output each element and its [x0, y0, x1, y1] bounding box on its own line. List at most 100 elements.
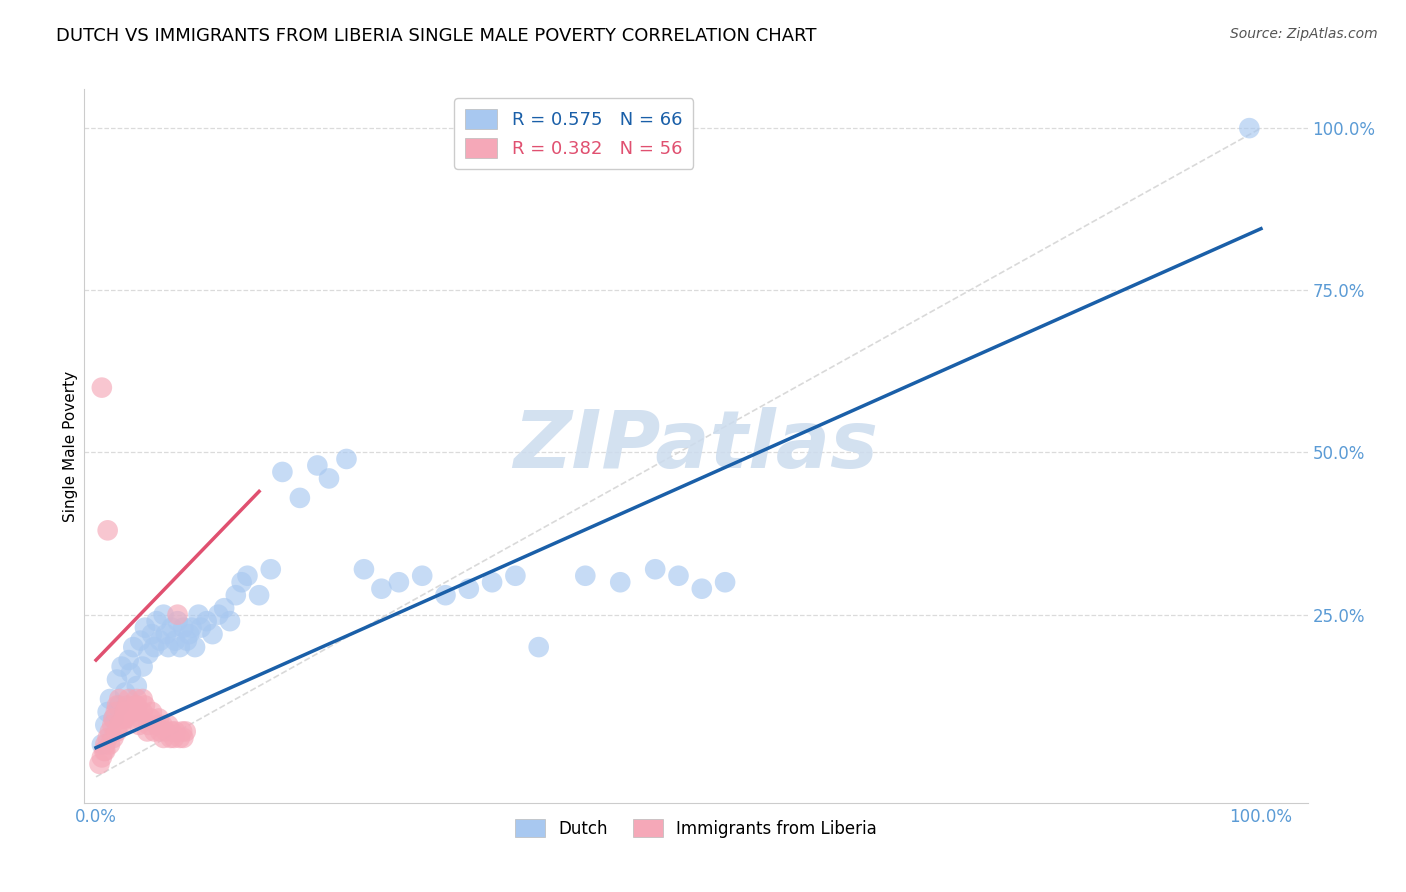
Point: [236, 568, 259, 582]
Point: [184, 640, 207, 654]
Point: [149, 724, 172, 739]
Point: [207, 607, 229, 622]
Point: [527, 640, 550, 654]
Point: [139, 711, 162, 725]
Point: [231, 575, 253, 590]
Point: [117, 692, 139, 706]
Point: [129, 633, 152, 648]
Point: [180, 621, 202, 635]
Point: [481, 575, 503, 590]
Point: [157, 718, 180, 732]
Point: [89, 756, 111, 771]
Point: [97, 731, 120, 745]
Point: [117, 698, 139, 713]
Point: [166, 614, 188, 628]
Point: [105, 724, 128, 739]
Point: [103, 731, 125, 745]
Point: [94, 738, 117, 752]
Point: [166, 607, 188, 622]
Point: [111, 659, 134, 673]
Point: [141, 627, 163, 641]
Point: [644, 562, 666, 576]
Point: [160, 724, 183, 739]
Point: [108, 692, 131, 706]
Point: [136, 724, 159, 739]
Point: [129, 711, 152, 725]
Point: [94, 718, 117, 732]
Point: [505, 568, 527, 582]
Point: [159, 731, 181, 745]
Point: [131, 705, 153, 719]
Point: [90, 381, 112, 395]
Point: [174, 724, 197, 739]
Point: [114, 705, 136, 719]
Point: [152, 731, 174, 745]
Point: [370, 582, 392, 596]
Point: [1239, 121, 1261, 136]
Point: [169, 731, 191, 745]
Point: [714, 575, 737, 590]
Point: [271, 465, 294, 479]
Y-axis label: Single Male Poverty: Single Male Poverty: [63, 370, 77, 522]
Point: [157, 640, 180, 654]
Point: [172, 621, 194, 635]
Point: [105, 698, 128, 713]
Point: [141, 705, 163, 719]
Point: [160, 621, 183, 635]
Point: [690, 582, 713, 596]
Text: Source: ZipAtlas.com: Source: ZipAtlas.com: [1230, 27, 1378, 41]
Point: [93, 744, 115, 758]
Point: [187, 607, 209, 622]
Text: ZIPatlas: ZIPatlas: [513, 407, 879, 485]
Point: [411, 568, 433, 582]
Point: [288, 491, 311, 505]
Point: [125, 698, 148, 713]
Point: [98, 692, 121, 706]
Point: [97, 524, 120, 538]
Point: [149, 633, 172, 648]
Point: [165, 724, 187, 739]
Point: [260, 562, 283, 576]
Text: DUTCH VS IMMIGRANTS FROM LIBERIA SINGLE MALE POVERTY CORRELATION CHART: DUTCH VS IMMIGRANTS FROM LIBERIA SINGLE …: [56, 27, 817, 45]
Point: [195, 614, 218, 628]
Point: [145, 718, 167, 732]
Point: [163, 731, 186, 745]
Point: [108, 698, 131, 713]
Point: [128, 718, 150, 732]
Point: [219, 614, 242, 628]
Point: [353, 562, 375, 576]
Point: [103, 711, 125, 725]
Point: [212, 601, 235, 615]
Point: [97, 705, 120, 719]
Point: [169, 640, 191, 654]
Point: [609, 575, 631, 590]
Point: [172, 731, 194, 745]
Point: [143, 724, 166, 739]
Point: [120, 705, 142, 719]
Point: [98, 724, 121, 739]
Point: [117, 653, 139, 667]
Point: [114, 685, 136, 699]
Point: [179, 627, 201, 641]
Point: [148, 711, 170, 725]
Point: [307, 458, 329, 473]
Point: [225, 588, 247, 602]
Legend: Dutch, Immigrants from Liberia: Dutch, Immigrants from Liberia: [509, 813, 883, 845]
Point: [152, 607, 174, 622]
Point: [122, 705, 145, 719]
Point: [90, 750, 112, 764]
Point: [114, 711, 136, 725]
Point: [434, 588, 457, 602]
Point: [125, 679, 148, 693]
Point: [101, 718, 124, 732]
Point: [143, 640, 166, 654]
Point: [155, 724, 177, 739]
Point: [138, 718, 160, 732]
Point: [138, 647, 160, 661]
Point: [176, 633, 198, 648]
Point: [120, 666, 142, 681]
Point: [112, 711, 135, 725]
Point: [122, 640, 145, 654]
Point: [124, 698, 146, 713]
Point: [201, 627, 224, 641]
